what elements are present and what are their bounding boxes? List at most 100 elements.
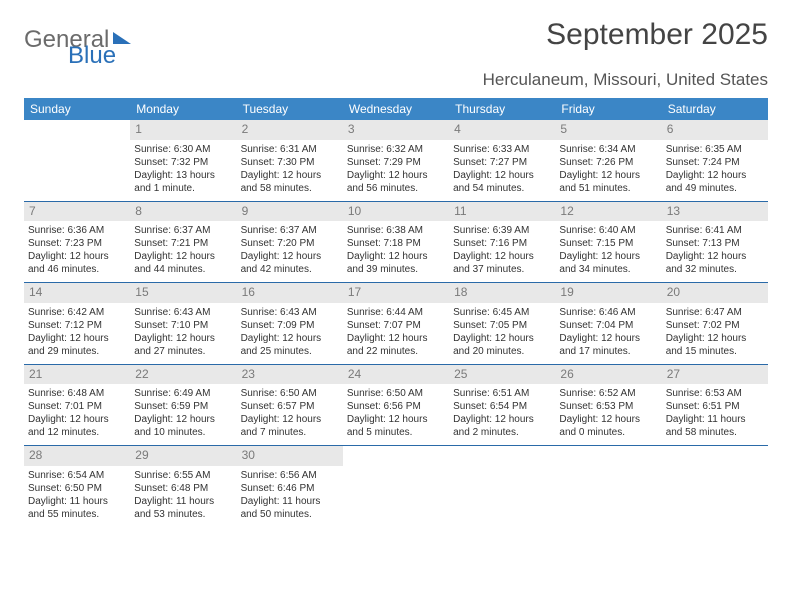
day-number: 9: [237, 202, 343, 222]
sunrise-line: Sunrise: 6:41 AM: [666, 224, 764, 237]
calendar-table: SundayMondayTuesdayWednesdayThursdayFrid…: [24, 98, 768, 527]
daylight-line: Daylight: 12 hours and 20 minutes.: [453, 332, 551, 358]
day-number: 1: [130, 120, 236, 140]
calendar-day-cell: 13Sunrise: 6:41 AMSunset: 7:13 PMDayligh…: [662, 201, 768, 283]
day-number: 24: [343, 365, 449, 385]
sunset-line: Sunset: 7:27 PM: [453, 156, 551, 169]
calendar-week-row: 7 Sunrise: 6:36 AMSunset: 7:23 PM Daylight…: [24, 201, 768, 283]
sunset-line: Sunset: 7:30 PM: [241, 156, 339, 169]
calendar-day-cell: 26Sunrise: 6:52 AMSunset: 6:53 PMDayligh…: [555, 364, 661, 446]
calendar-day-cell: 12Sunrise: 6:40 AMSunset: 7:15 PMDayligh…: [555, 201, 661, 283]
daylight-line: Daylight: 13 hours and 1 minute.: [134, 169, 232, 195]
sunrise-line: Sunrise: 6:36 AM: [28, 224, 126, 237]
sunrise-line: Sunrise: 6:35 AM: [666, 143, 764, 156]
sunset-line: Sunset: 6:51 PM: [666, 400, 764, 413]
calendar-day-cell: 9Sunrise: 6:37 AMSunset: 7:20 PMDaylight…: [237, 201, 343, 283]
calendar-week-row: 1Sunrise: 6:30 AMSunset: 7:32 PMDaylight…: [24, 120, 768, 201]
day-number: 6: [662, 120, 768, 140]
day-number: 21: [24, 365, 130, 385]
sunrise-line: Sunrise: 6:33 AM: [453, 143, 551, 156]
day-number: 22: [130, 365, 236, 385]
calendar-day-cell: 22Sunrise: 6:49 AMSunset: 6:59 PMDayligh…: [130, 364, 236, 446]
sunrise-line: Sunrise: 6:50 AM: [347, 387, 445, 400]
sunrise-line: Sunrise: 6:50 AM: [241, 387, 339, 400]
calendar-day-cell: 5Sunrise: 6:34 AMSunset: 7:26 PMDaylight…: [555, 120, 661, 201]
sunset-line: Sunset: 6:54 PM: [453, 400, 551, 413]
daylight-line: Daylight: 12 hours and 37 minutes.: [453, 250, 551, 276]
sunrise-line: Sunrise: 6:40 AM: [559, 224, 657, 237]
daylight-line: Daylight: 12 hours and 29 minutes.: [28, 332, 126, 358]
sunrise-line: Sunrise: 6:34 AM: [559, 143, 657, 156]
daylight-line: Daylight: 12 hours and 58 minutes.: [241, 169, 339, 195]
sunrise-line: Sunrise: 6:37 AM: [134, 224, 232, 237]
sunset-line: Sunset: 7:05 PM: [453, 319, 551, 332]
daylight-line: Daylight: 12 hours and 15 minutes.: [666, 332, 764, 358]
daylight-line: Daylight: 12 hours and 5 minutes.: [347, 413, 445, 439]
calendar-day-cell: 21Sunrise: 6:48 AMSunset: 7:01 PMDayligh…: [24, 364, 130, 446]
day-number: 26: [555, 365, 661, 385]
sunset-line: Sunset: 7:10 PM: [134, 319, 232, 332]
logo-triangle-icon: [113, 32, 131, 44]
sunset-line: Sunset: 6:50 PM: [28, 482, 126, 495]
daylight-line: Daylight: 12 hours and 10 minutes.: [134, 413, 232, 439]
daylight-line: Daylight: 12 hours and 54 minutes.: [453, 169, 551, 195]
location-text: Herculaneum, Missouri, United States: [24, 70, 768, 90]
sunset-line: Sunset: 7:04 PM: [559, 319, 657, 332]
calendar-empty-cell: [24, 120, 130, 201]
daylight-line: Daylight: 12 hours and 17 minutes.: [559, 332, 657, 358]
day-number: 18: [449, 283, 555, 303]
sunset-line: Sunset: 7:21 PM: [134, 237, 232, 250]
sunrise-line: Sunrise: 6:42 AM: [28, 306, 126, 319]
sunrise-line: Sunrise: 6:49 AM: [134, 387, 232, 400]
daylight-line: Daylight: 12 hours and 56 minutes.: [347, 169, 445, 195]
sunrise-line: Sunrise: 6:55 AM: [134, 469, 232, 482]
day-number: 25: [449, 365, 555, 385]
day-number: 7: [24, 202, 130, 222]
daylight-line: Daylight: 12 hours and 7 minutes.: [241, 413, 339, 439]
day-number: 29: [130, 446, 236, 466]
calendar-day-cell: 25Sunrise: 6:51 AMSunset: 6:54 PMDayligh…: [449, 364, 555, 446]
sunset-line: Sunset: 7:29 PM: [347, 156, 445, 169]
day-header: Saturday: [662, 98, 768, 120]
sunset-line: Sunset: 7:12 PM: [28, 319, 126, 332]
sunset-line: Sunset: 7:15 PM: [559, 237, 657, 250]
daylight-line: Daylight: 12 hours and 39 minutes.: [347, 250, 445, 276]
sunrise-line: Sunrise: 6:52 AM: [559, 387, 657, 400]
day-number: 23: [237, 365, 343, 385]
day-number: 15: [130, 283, 236, 303]
calendar-week-row: 28Sunrise: 6:54 AMSunset: 6:50 PMDayligh…: [24, 446, 768, 527]
daylight-line: Daylight: 12 hours and 12 minutes.: [28, 413, 126, 439]
sunrise-line: Sunrise: 6:32 AM: [347, 143, 445, 156]
daylight-line: Daylight: 11 hours and 55 minutes.: [28, 495, 126, 521]
daylight-line: Daylight: 12 hours and 42 minutes.: [241, 250, 339, 276]
day-number: 3: [343, 120, 449, 140]
sunset-line: Sunset: 7:23 PM: [28, 237, 126, 250]
sunset-line: Sunset: 7:18 PM: [347, 237, 445, 250]
sunrise-line: Sunrise: 6:44 AM: [347, 306, 445, 319]
sunset-line: Sunset: 6:53 PM: [559, 400, 657, 413]
day-number: 2: [237, 120, 343, 140]
daylight-line: Daylight: 12 hours and 2 minutes.: [453, 413, 551, 439]
page-title: September 2025: [546, 18, 768, 52]
sunset-line: Sunset: 7:13 PM: [666, 237, 764, 250]
calendar-day-cell: 1Sunrise: 6:30 AMSunset: 7:32 PMDaylight…: [130, 120, 236, 201]
daylight-line: Daylight: 11 hours and 58 minutes.: [666, 413, 764, 439]
day-number: 28: [24, 446, 130, 466]
daylight-line: Daylight: 11 hours and 53 minutes.: [134, 495, 232, 521]
calendar-day-cell: 8Sunrise: 6:37 AMSunset: 7:21 PMDaylight…: [130, 201, 236, 283]
daylight-line: Daylight: 11 hours and 50 minutes.: [241, 495, 339, 521]
sunset-line: Sunset: 6:48 PM: [134, 482, 232, 495]
day-number: 30: [237, 446, 343, 466]
day-header: Sunday: [24, 98, 130, 120]
day-number: 12: [555, 202, 661, 222]
day-number: 13: [662, 202, 768, 222]
sunrise-line: Sunrise: 6:43 AM: [134, 306, 232, 319]
calendar-day-cell: 4Sunrise: 6:33 AMSunset: 7:27 PMDaylight…: [449, 120, 555, 201]
calendar-day-cell: 17Sunrise: 6:44 AMSunset: 7:07 PMDayligh…: [343, 283, 449, 365]
sunrise-line: Sunrise: 6:45 AM: [453, 306, 551, 319]
day-number: 16: [237, 283, 343, 303]
calendar-day-cell: 11Sunrise: 6:39 AMSunset: 7:16 PMDayligh…: [449, 201, 555, 283]
sunrise-line: Sunrise: 6:39 AM: [453, 224, 551, 237]
sunrise-line: Sunrise: 6:56 AM: [241, 469, 339, 482]
day-header-row: SundayMondayTuesdayWednesdayThursdayFrid…: [24, 98, 768, 120]
